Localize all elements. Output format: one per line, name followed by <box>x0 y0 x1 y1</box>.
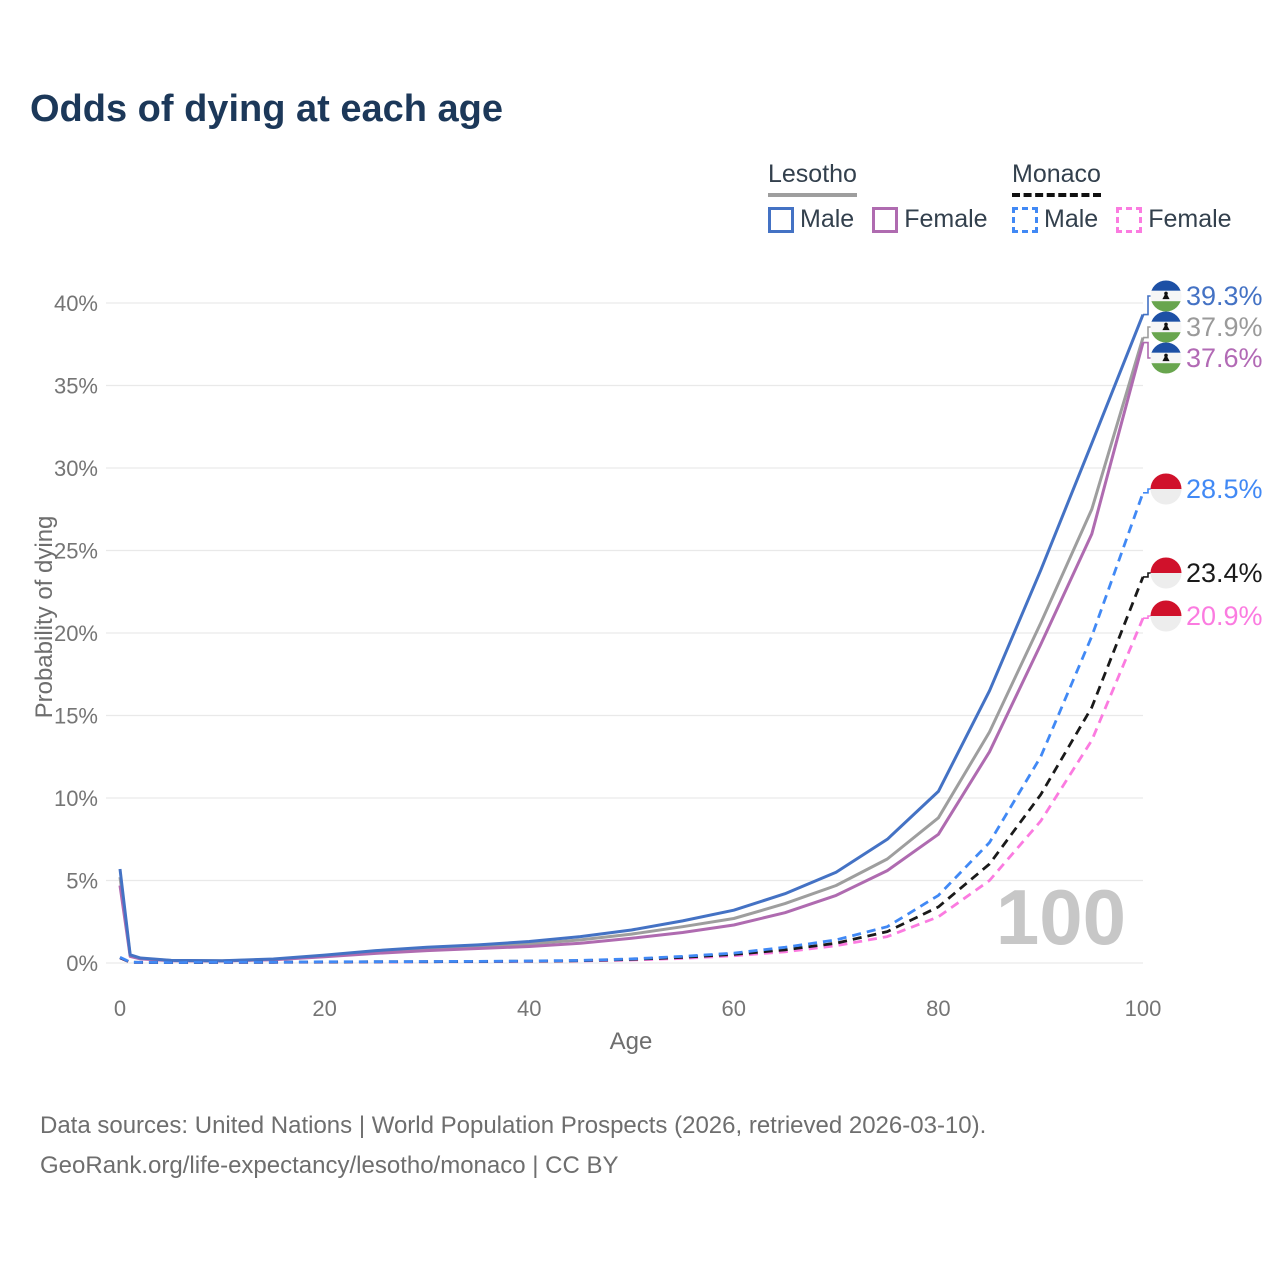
legend-item-lesotho-male[interactable]: Male <box>768 205 854 234</box>
x-axis-tick-label: 100 <box>1125 996 1162 1021</box>
x-axis-title: Age <box>609 1028 653 1055</box>
y-axis-tick-label: 40% <box>54 291 98 316</box>
lesotho-flag-icon <box>1150 342 1182 374</box>
legend-item-label: Male <box>1044 205 1099 233</box>
y-axis-tick-label: 5% <box>66 869 98 894</box>
legend-item-label: Female <box>904 205 988 233</box>
y-axis-tick-label: 35% <box>54 374 98 399</box>
end-value-label-monaco-female: 20.9% <box>1186 601 1263 631</box>
x-axis-tick-label: 20 <box>312 996 336 1021</box>
monaco-flag-icon <box>1150 473 1182 505</box>
end-value-label-lesotho: 37.9% <box>1186 312 1263 342</box>
lesotho-flag-icon <box>1150 311 1182 343</box>
series-line-monaco-female <box>119 617 1145 964</box>
lesotho-male-swatch-icon <box>768 206 794 233</box>
legend-group-label-monaco[interactable]: Monaco <box>1012 160 1101 197</box>
flag-band-green <box>1150 301 1182 312</box>
flag-band-blue <box>1150 342 1182 353</box>
footer: Data sources: United Nations | World Pop… <box>40 1106 986 1186</box>
end-value-label-monaco: 23.4% <box>1186 558 1263 588</box>
label-connector <box>1143 615 1151 619</box>
legend-item-monaco-female[interactable]: Female <box>1116 205 1232 234</box>
flag-band-red <box>1150 557 1182 573</box>
monaco-male-swatch-icon <box>1012 206 1038 233</box>
legend-item-lesotho-female[interactable]: Female <box>872 205 988 234</box>
series-line-lesotho-male <box>118 314 1145 963</box>
y-axis-tick-label: 0% <box>66 951 98 976</box>
label-connector <box>1143 326 1151 339</box>
flag-band-red <box>1150 600 1182 616</box>
flag-band-white <box>1150 616 1182 632</box>
legend-group-lesotho: Lesotho Male Female <box>768 160 988 234</box>
end-value-label-lesotho-male: 39.3% <box>1186 281 1263 311</box>
label-connector <box>1143 341 1151 359</box>
watermark-100: 100 <box>996 873 1126 961</box>
y-axis-tick-label: 15% <box>54 704 98 729</box>
data-sources-line: Data sources: United Nations | World Pop… <box>40 1112 987 1139</box>
y-axis-tick-label: 20% <box>54 621 98 646</box>
x-axis-tick-label: 40 <box>517 996 541 1021</box>
series-line-lesotho-female <box>118 342 1145 963</box>
monaco-flag-icon <box>1150 557 1182 589</box>
y-axis-tick-label: 30% <box>54 456 98 481</box>
legend-group-label-lesotho[interactable]: Lesotho <box>768 160 857 197</box>
series-line-monaco <box>119 576 1145 964</box>
x-axis-tick-label: 60 <box>722 996 746 1021</box>
series-line-lesotho <box>118 337 1145 963</box>
series-line-monaco-male <box>119 492 1145 964</box>
lesotho-female-swatch-icon <box>872 206 899 233</box>
legend-group-monaco: Monaco Male Female <box>1012 160 1232 234</box>
flag-band-green <box>1150 332 1182 343</box>
flag-band-white <box>1150 573 1182 589</box>
end-value-label-monaco-male: 28.5% <box>1186 474 1263 504</box>
legend-item-monaco-male[interactable]: Male <box>1012 205 1098 234</box>
legend-item-label: Female <box>1148 205 1232 233</box>
monaco-female-swatch-icon <box>1116 206 1143 233</box>
monaco-flag-icon <box>1150 600 1182 632</box>
legend-item-label: Male <box>800 205 855 233</box>
label-connector <box>1143 488 1151 494</box>
flag-band-white <box>1150 489 1182 505</box>
chart-title: Odds of dying at each age <box>30 88 503 130</box>
x-axis-tick-label: 0 <box>114 996 126 1021</box>
flag-band-red <box>1150 473 1182 489</box>
lesotho-flag-icon <box>1150 280 1182 312</box>
flag-band-green <box>1150 363 1182 374</box>
y-axis-tick-label: 10% <box>54 786 98 811</box>
mokorotlo-hat-icon <box>1162 294 1170 300</box>
attribution-line: GeoRank.org/life-expectancy/lesotho/mona… <box>40 1152 619 1179</box>
legend: Lesotho Male Female Monaco Male <box>0 160 1280 240</box>
y-axis-tick-label: 25% <box>54 539 98 564</box>
y-axis-title: Probability of dying <box>31 515 58 719</box>
x-axis-tick-label: 80 <box>926 996 950 1021</box>
flag-band-blue <box>1150 280 1182 291</box>
label-connector <box>1143 572 1151 578</box>
flag-band-blue <box>1150 311 1182 322</box>
end-value-label-lesotho-female: 37.6% <box>1186 343 1263 373</box>
mokorotlo-hat-icon <box>1162 356 1170 362</box>
label-connector <box>1143 295 1151 316</box>
mokorotlo-hat-icon <box>1162 325 1170 331</box>
